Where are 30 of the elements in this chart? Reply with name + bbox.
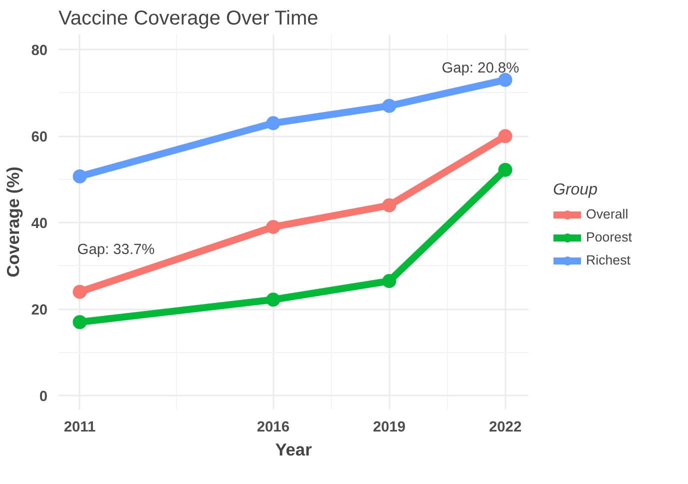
x-tick-label: 2016 (256, 420, 290, 436)
annotation: Gap: 33.7% (77, 242, 155, 258)
point (72, 169, 87, 184)
y-tick-label: 60 (31, 130, 48, 146)
chart-title: Vaccine Coverage Over Time (58, 8, 318, 30)
point (72, 315, 87, 330)
y-tick-label: 0 (39, 389, 48, 406)
legend-label: Overall (586, 206, 628, 222)
point (382, 274, 396, 288)
x-axis-title: Year (275, 440, 312, 460)
point (266, 220, 280, 234)
point (266, 292, 280, 307)
point (498, 72, 512, 87)
point (382, 198, 396, 212)
y-tick-label: 40 (31, 216, 48, 232)
x-tick-label: 2022 (488, 420, 522, 436)
x-tick-label: 2019 (372, 420, 406, 436)
legend-title: Group (553, 181, 598, 199)
point (498, 162, 512, 177)
y-tick-label: 80 (31, 43, 48, 60)
point (72, 284, 87, 299)
y-tick-label: 20 (31, 302, 48, 319)
x-tick-label: 2011 (64, 420, 96, 436)
point (498, 129, 512, 144)
y-axis-title: Coverage (%) (3, 166, 24, 278)
legend-label: Richest (586, 252, 630, 268)
point (266, 116, 280, 130)
point (382, 98, 396, 113)
annotation: Gap: 20.8% (442, 60, 520, 76)
legend-label: Poorest (586, 230, 632, 244)
